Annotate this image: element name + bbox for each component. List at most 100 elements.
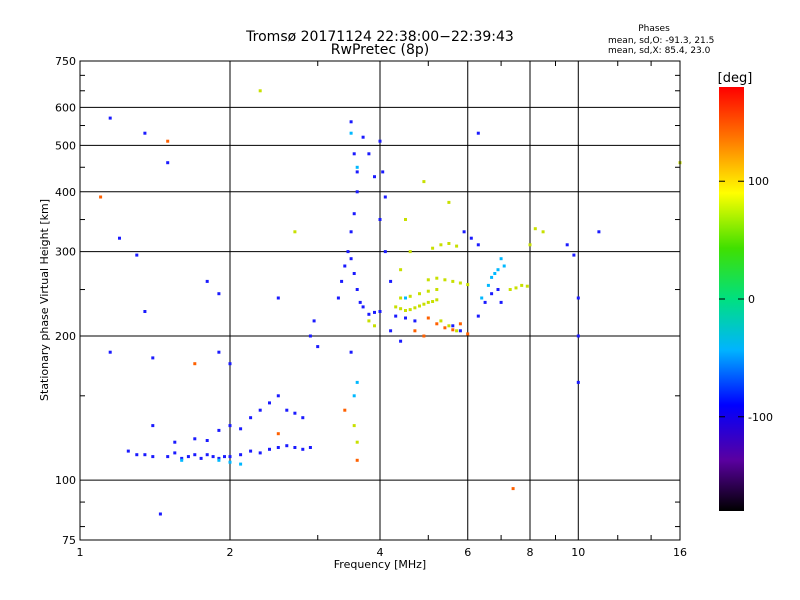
x-tick-label: 8 (527, 546, 534, 559)
data-point (408, 250, 412, 254)
plot-frame (79, 60, 681, 541)
data-point (258, 89, 262, 93)
data-point (361, 135, 365, 139)
data-point (378, 310, 382, 313)
colorbar-tick-label: 100 (748, 175, 769, 188)
data-point (358, 300, 362, 304)
data-point (355, 165, 359, 169)
data-point (99, 195, 103, 199)
data-point (301, 416, 305, 420)
data-point (343, 264, 347, 268)
x-tick-label: 1 (77, 546, 84, 559)
chart-title: Tromsø 20171124 22:38:00−22:39:43 (245, 29, 514, 45)
data-point (355, 170, 359, 174)
data-point (413, 329, 417, 333)
y-tick-label: 75 (62, 534, 76, 547)
x-tick-label: 2 (227, 546, 234, 559)
data-point (576, 380, 580, 384)
data-point (199, 456, 203, 460)
data-point (413, 306, 417, 310)
data-point (408, 308, 412, 312)
data-point (378, 139, 382, 143)
y-tick-label: 400 (55, 186, 76, 199)
data-point (223, 455, 226, 459)
data-point (435, 288, 439, 291)
data-point (508, 288, 512, 291)
data-point (228, 424, 232, 428)
data-point (143, 131, 147, 135)
data-point (239, 427, 243, 431)
data-point (367, 152, 371, 156)
data-point (135, 453, 139, 457)
data-point (352, 394, 356, 398)
data-point (312, 319, 316, 323)
data-point (373, 175, 376, 179)
data-point (349, 257, 353, 261)
data-point (118, 236, 121, 240)
x-axis-label: Frequency [MHz] (334, 558, 426, 571)
data-point (541, 230, 545, 234)
data-point (293, 411, 297, 415)
data-point (217, 428, 221, 432)
data-point (186, 455, 190, 459)
data-point (451, 324, 455, 328)
data-point (597, 230, 601, 234)
data-point (276, 446, 280, 449)
colorbar-ticks: 100 0 -100 (719, 175, 773, 424)
data-point (572, 253, 576, 257)
data-point (466, 332, 470, 336)
x-tick-label: 4 (377, 546, 384, 559)
y-tick-label: 300 (55, 246, 76, 259)
data-point (239, 462, 243, 466)
data-point (455, 329, 459, 333)
data-point (285, 444, 289, 448)
data-point (249, 449, 253, 453)
data-point (355, 440, 359, 444)
data-point (418, 304, 421, 308)
data-point (352, 424, 356, 428)
data-point (308, 446, 312, 449)
data-point (486, 283, 490, 287)
data-point (151, 356, 155, 360)
data-point (399, 339, 403, 343)
data-point (308, 334, 312, 338)
data-point (239, 453, 243, 457)
data-point (476, 131, 480, 135)
data-point (193, 362, 197, 366)
x-tick-label: 10 (571, 546, 585, 559)
data-point (293, 230, 297, 234)
data-point (180, 456, 184, 460)
data-point (462, 230, 466, 234)
data-point (352, 272, 356, 275)
data-point (228, 362, 232, 366)
data-point (285, 408, 289, 412)
data-point (435, 322, 439, 326)
data-point (211, 455, 215, 459)
data-point (343, 408, 347, 412)
chart-subtitle: RwPretec (8p) (331, 42, 429, 58)
data-point (340, 279, 344, 283)
data-point (394, 305, 398, 309)
data-point (217, 458, 221, 462)
data-point (126, 449, 130, 453)
phase-stats-x: mean, sd,X: 85.4, 23.0 (608, 46, 711, 56)
data-point (480, 296, 484, 300)
data-point (383, 195, 387, 199)
data-point (381, 170, 385, 174)
data-point (193, 453, 197, 457)
data-point (217, 350, 221, 354)
data-point (268, 401, 271, 405)
data-point (496, 288, 500, 291)
data-point (451, 279, 455, 283)
data-point (352, 152, 356, 156)
data-point (490, 275, 494, 279)
data-point (336, 296, 340, 300)
data-point (108, 350, 112, 354)
data-point (151, 455, 155, 459)
data-point (349, 131, 353, 135)
data-point (349, 120, 353, 124)
data-point (349, 230, 353, 234)
phase-stats-heading: Phases (638, 24, 670, 34)
data-point (316, 345, 320, 349)
